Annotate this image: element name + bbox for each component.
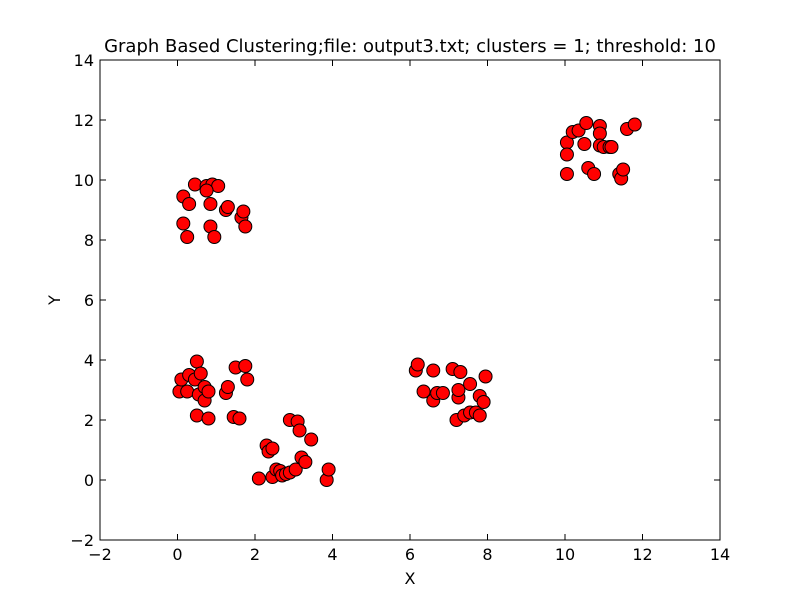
y-tick-label: 6 (84, 291, 94, 310)
y-tick-label: 8 (84, 231, 94, 250)
x-tick-label: 4 (327, 545, 337, 564)
x-tick-label: 12 (632, 545, 652, 564)
data-point (416, 384, 431, 399)
data-point (193, 366, 208, 381)
data-point (478, 369, 493, 384)
data-point (220, 380, 235, 394)
data-point (616, 162, 631, 177)
x-tick-label: 14 (710, 545, 730, 564)
data-point (426, 363, 441, 378)
y-axis-label: Y (45, 295, 64, 306)
y-tick-label: 10 (74, 171, 94, 190)
data-point (265, 441, 280, 456)
data-point (182, 197, 197, 211)
y-tick-label: 4 (84, 351, 94, 370)
data-point (451, 383, 466, 397)
data-point (176, 216, 191, 231)
data-point (559, 147, 574, 162)
data-point (251, 471, 266, 486)
data-point (304, 432, 319, 447)
data-point (180, 384, 195, 399)
data-point (187, 177, 202, 192)
data-point (203, 197, 218, 211)
data-point (189, 408, 204, 423)
y-tick-label: 0 (84, 471, 94, 490)
x-tick-label: 10 (555, 545, 575, 564)
data-point (453, 365, 468, 379)
data-point (577, 137, 592, 151)
data-point (189, 354, 204, 369)
data-point (592, 126, 607, 141)
data-point (232, 411, 247, 426)
points-layer (172, 116, 642, 487)
y-tick-label: −2 (70, 531, 94, 550)
data-point (476, 395, 491, 409)
y-tick-label: 2 (84, 411, 94, 430)
x-tick-label: 8 (482, 545, 492, 564)
y-tick-label: 12 (74, 111, 94, 130)
data-point (238, 219, 253, 234)
x-tick-label: 6 (405, 545, 415, 564)
data-point (463, 377, 478, 391)
data-point (410, 357, 425, 372)
data-point (288, 462, 303, 477)
data-point (472, 408, 487, 423)
data-point (604, 140, 619, 154)
data-point (587, 167, 602, 181)
data-point (207, 230, 222, 244)
data-point (238, 359, 253, 373)
plot-frame (99, 59, 721, 541)
x-tick-label: −2 (88, 545, 112, 564)
data-point (211, 179, 226, 193)
data-point (180, 230, 195, 244)
data-point (201, 384, 216, 399)
data-point (579, 116, 594, 130)
data-point (435, 386, 450, 400)
data-point (220, 200, 235, 214)
x-tick-label: 2 (250, 545, 260, 564)
data-point (321, 462, 336, 477)
x-tick-label: 0 (172, 545, 182, 564)
data-point (559, 167, 574, 181)
y-tick-label: 14 (74, 51, 94, 70)
x-axis-label: X (405, 569, 416, 588)
data-point (298, 455, 313, 469)
data-point (199, 183, 214, 198)
data-point (201, 411, 216, 426)
data-point (627, 117, 642, 132)
data-point (236, 204, 251, 219)
data-point (292, 423, 307, 438)
data-point (240, 372, 255, 387)
chart-title: Graph Based Clustering;file: output3.txt… (104, 36, 716, 57)
